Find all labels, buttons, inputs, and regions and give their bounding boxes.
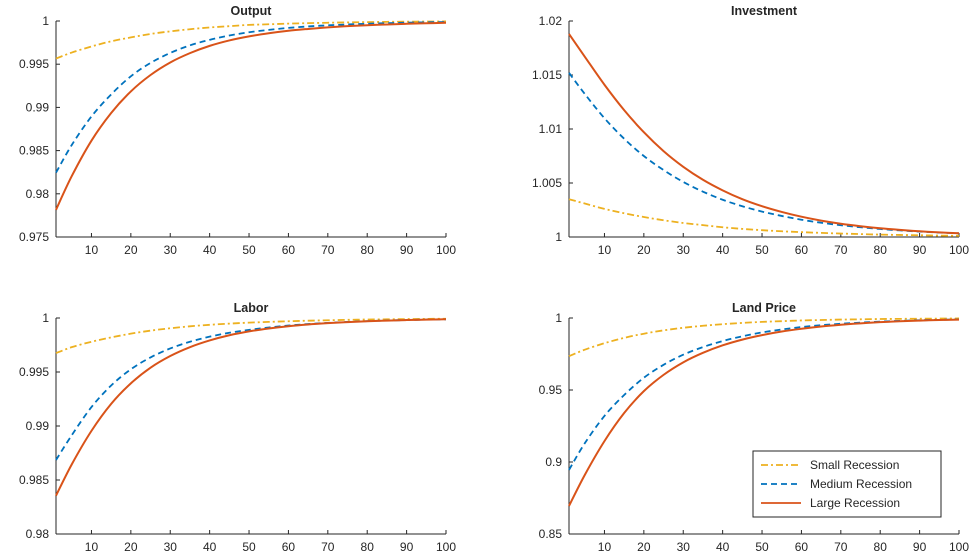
- x-tick-label: 60: [282, 540, 296, 554]
- y-tick-label: 1.01: [539, 122, 563, 136]
- y-tick-label: 1: [42, 14, 49, 28]
- panel-title: Output: [231, 4, 273, 18]
- series-line-small-recession: [568, 198, 960, 237]
- x-tick-label: 20: [637, 243, 651, 257]
- x-tick-label: 100: [436, 243, 456, 257]
- x-tick-label: 30: [677, 243, 691, 257]
- x-tick-label: 40: [203, 540, 217, 554]
- x-tick-label: 80: [874, 243, 888, 257]
- series-line-small-recession: [55, 317, 447, 354]
- y-tick-label: 0.985: [19, 473, 49, 487]
- x-tick-label: 80: [874, 540, 888, 554]
- x-tick-label: 90: [913, 540, 927, 554]
- panel-title: Investment: [731, 4, 798, 18]
- x-tick-label: 70: [834, 243, 848, 257]
- x-tick-label: 30: [164, 243, 178, 257]
- x-tick-label: 10: [85, 243, 99, 257]
- x-tick-label: 30: [677, 540, 691, 554]
- y-tick-label: 0.98: [26, 527, 50, 541]
- y-tick-label: 1.005: [532, 176, 562, 190]
- x-tick-label: 50: [755, 540, 769, 554]
- x-tick-label: 30: [164, 540, 178, 554]
- panel-labor: Labor 10 20 30 40 50 60 70 80 90 100 0.98 0.985 0.99 0…: [19, 301, 456, 554]
- x-tick-label: 20: [124, 540, 138, 554]
- x-tick-label: 40: [716, 540, 730, 554]
- x-tick-label: 90: [400, 243, 414, 257]
- legend-label: Small Recession: [810, 458, 899, 472]
- y-tick-label: 0.995: [19, 365, 49, 379]
- legend-label: Large Recession: [810, 496, 900, 510]
- panel-investment: Investment 10 20 30 40 50 60 70 80 90 100 1 1.005 1.0…: [532, 4, 969, 257]
- x-tick-label: 40: [716, 243, 730, 257]
- x-tick-label: 20: [637, 540, 651, 554]
- series-line-small-recession: [568, 317, 960, 357]
- y-tick-label: 1.02: [539, 14, 563, 28]
- x-tick-label: 10: [85, 540, 99, 554]
- x-tick-label: 100: [436, 540, 456, 554]
- y-tick-label: 0.99: [26, 100, 50, 114]
- y-tick-label: 0.975: [19, 230, 49, 244]
- series-line-medium-recession: [568, 318, 960, 471]
- x-tick-label: 90: [400, 540, 414, 554]
- x-tick-label: 70: [321, 243, 335, 257]
- x-tick-label: 10: [598, 540, 612, 554]
- x-tick-label: 70: [321, 540, 335, 554]
- series-line-medium-recession: [55, 318, 447, 461]
- x-tick-label: 50: [242, 540, 256, 554]
- y-tick-label: 1: [555, 311, 562, 325]
- series-line-medium-recession: [55, 21, 447, 174]
- x-tick-label: 20: [124, 243, 138, 257]
- series-line-large-recession: [568, 33, 960, 235]
- x-tick-label: 10: [598, 243, 612, 257]
- y-tick-label: 0.985: [19, 144, 49, 158]
- x-tick-label: 80: [361, 540, 375, 554]
- series-line-large-recession: [568, 318, 960, 507]
- series-line-large-recession: [55, 318, 447, 497]
- panel-title: Labor: [234, 301, 269, 315]
- legend: Small Recession Medium Recession Large Rec…: [752, 450, 942, 518]
- y-tick-label: 1: [42, 311, 49, 325]
- y-tick-label: 0.99: [26, 419, 50, 433]
- series-line-small-recession: [55, 20, 447, 60]
- y-tick-label: 0.95: [539, 383, 563, 397]
- series-line-medium-recession: [568, 72, 960, 235]
- panel-output: Output 10 20 30 40 50 60 70 80 90 100 0.975 0.98 0.98…: [19, 4, 456, 257]
- x-tick-label: 70: [834, 540, 848, 554]
- x-tick-label: 50: [242, 243, 256, 257]
- panel-title: Land Price: [732, 301, 796, 315]
- x-tick-label: 60: [282, 243, 296, 257]
- x-tick-label: 100: [949, 540, 969, 554]
- x-tick-label: 60: [795, 540, 809, 554]
- y-tick-label: 0.995: [19, 57, 49, 71]
- x-tick-label: 50: [755, 243, 769, 257]
- x-tick-label: 100: [949, 243, 969, 257]
- y-tick-label: 1.015: [532, 68, 562, 82]
- x-tick-label: 80: [361, 243, 375, 257]
- y-tick-label: 0.85: [539, 527, 563, 541]
- x-tick-label: 40: [203, 243, 217, 257]
- legend-label: Medium Recession: [810, 477, 912, 491]
- y-tick-label: 0.9: [545, 455, 562, 469]
- y-tick-label: 0.98: [26, 187, 50, 201]
- panel-land-price: Land Price 10 20 30 40 50 60 70 80 90 100 0.85 0.9 0.…: [539, 301, 970, 554]
- x-tick-label: 90: [913, 243, 927, 257]
- series-line-large-recession: [55, 21, 447, 211]
- x-tick-label: 60: [795, 243, 809, 257]
- y-tick-label: 1: [555, 230, 562, 244]
